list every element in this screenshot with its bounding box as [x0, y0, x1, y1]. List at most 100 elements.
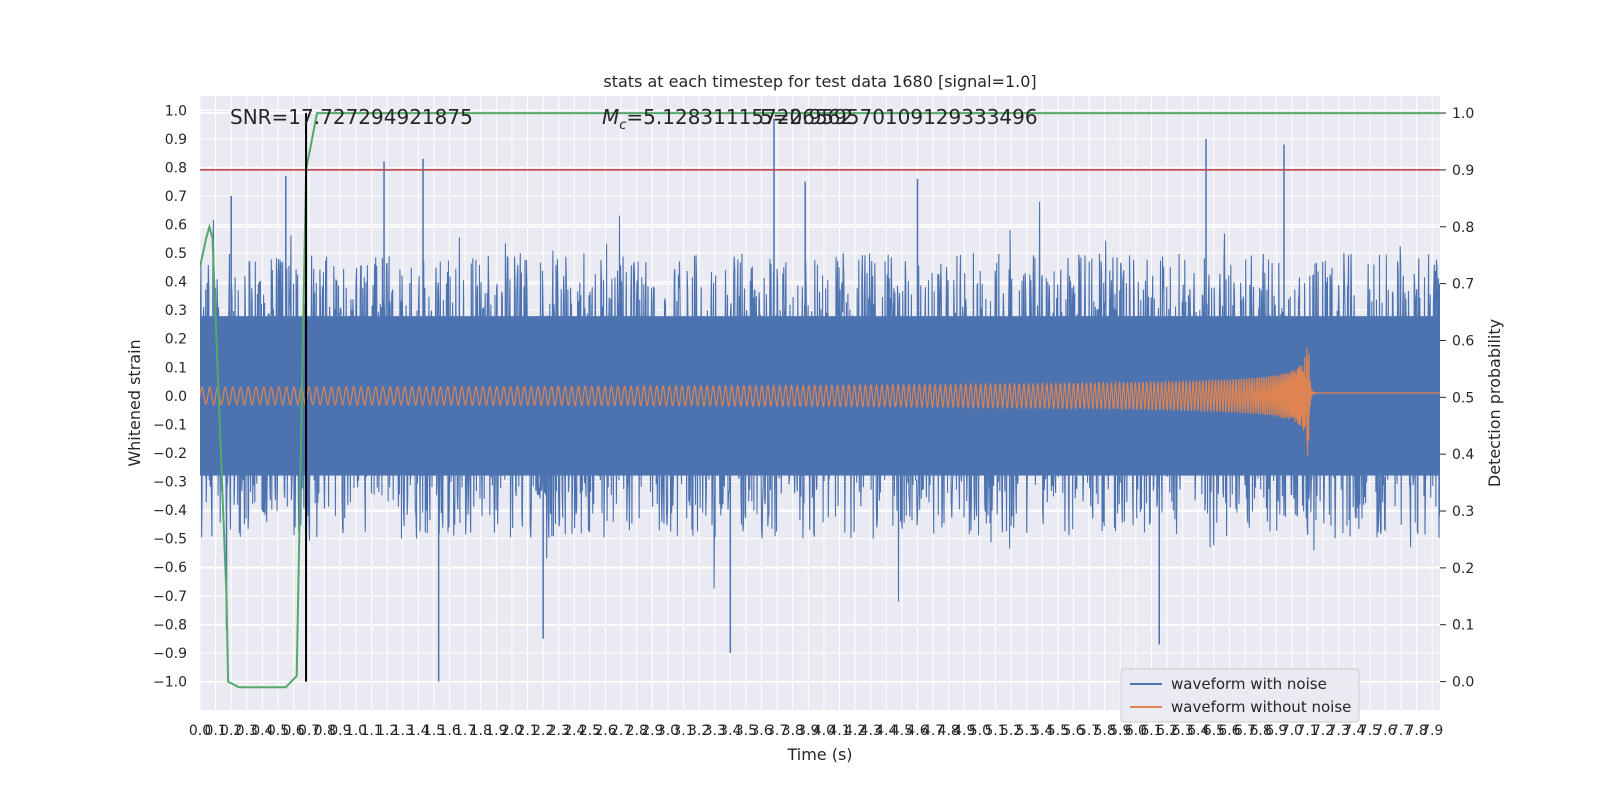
x-tick-label: 3.3	[704, 723, 726, 739]
x-tick-label: 0.0	[189, 723, 211, 739]
x-tick-label: 4.9	[953, 723, 975, 739]
x-tick-label: 1.3	[392, 723, 414, 739]
clean-trace	[200, 347, 1440, 456]
x-tick-label: 3.6	[750, 723, 772, 739]
y2-tick-label: 0.7	[1452, 277, 1474, 293]
x-tick-label: 2.7	[610, 723, 632, 739]
x-tick-label: 5.3	[1016, 723, 1038, 739]
x-axis-label: Time (s)	[786, 745, 852, 764]
x-tick-label: 4.6	[906, 723, 928, 739]
x-tick-label: 6.3	[1172, 723, 1194, 739]
x-tick-label: 5.4	[1031, 723, 1053, 739]
y2-tick-label: 0.9	[1452, 163, 1474, 179]
x-tick-label: 0.1	[204, 723, 226, 739]
x-tick-label: 2.8	[626, 723, 648, 739]
x-tick-label: 1.2	[376, 723, 398, 739]
y2-tick-label: 1.0	[1452, 106, 1474, 122]
x-tick-label: 5.7	[1078, 723, 1100, 739]
x-tick-label: 2.1	[516, 723, 538, 739]
y2-tick-label: 0.1	[1452, 618, 1474, 634]
x-tick-label: 5.6	[1062, 723, 1084, 739]
y2-tick-label: 0.0	[1452, 675, 1474, 691]
x-tick-label: 1.6	[438, 723, 460, 739]
y-tick-label: 0.2	[165, 332, 187, 348]
x-tick-label: 7.9	[1421, 723, 1443, 739]
y-tick-label: −0.6	[153, 560, 187, 576]
annotation-chirp-mass: Mc=5.128311157226562	[602, 105, 853, 133]
x-tick-label: 6.9	[1265, 723, 1287, 739]
y-tick-label: 0.5	[165, 246, 187, 262]
x-tick-label: 1.9	[485, 723, 507, 739]
x-tick-label: 2.5	[579, 723, 601, 739]
x-tick-label: 0.9	[329, 723, 351, 739]
x-tick-label: 0.6	[282, 723, 304, 739]
x-tick-label: 1.7	[454, 723, 476, 739]
y-tick-label: 0.4	[165, 275, 187, 291]
legend-box	[1120, 668, 1360, 723]
x-tick-label: 2.4	[563, 723, 585, 739]
x-tick-label: 3.2	[688, 723, 710, 739]
y-tick-label: −0.3	[153, 475, 187, 491]
y2-tick-label: 0.5	[1452, 390, 1474, 406]
x-tick-label: 3.5	[735, 723, 757, 739]
x-tick-label: 7.7	[1390, 723, 1412, 739]
y-tick-label: −0.4	[153, 503, 187, 519]
y2-tick-label: 0.4	[1452, 447, 1474, 463]
y-tick-label: 0.7	[165, 189, 187, 205]
x-tick-label: 4.2	[844, 723, 866, 739]
x-tick-label: 0.7	[298, 723, 320, 739]
x-tick-label: 0.4	[251, 723, 273, 739]
y2-tick-label: 0.8	[1452, 220, 1474, 236]
x-tick-label: 7.5	[1359, 723, 1381, 739]
x-tick-label: 2.0	[501, 723, 523, 739]
x-tick-label: 0.5	[267, 723, 289, 739]
x-tick-label: 4.1	[828, 723, 850, 739]
y-tick-label: 0.6	[165, 218, 187, 234]
x-tick-label: 0.3	[236, 723, 258, 739]
y-tick-labels: 1.0 0.9 0.8 0.7 0.6 0.5 0.4 0.3 0.2 0.1 0.0 −0.1 −0.…	[153, 103, 187, 690]
x-tick-label: 7.2	[1312, 723, 1334, 739]
x-tick-label: 7.1	[1296, 723, 1318, 739]
y-tick-label: 0.1	[165, 360, 187, 376]
x-tick-label: 7.8	[1405, 723, 1427, 739]
x-tick-label: 5.5	[1047, 723, 1069, 739]
x-tick-label: 1.1	[360, 723, 382, 739]
x-tick-label: 1.0	[345, 723, 367, 739]
x-tick-label: 1.5	[423, 723, 445, 739]
y-tick-label: −0.2	[153, 446, 187, 462]
x-tick-label: 4.8	[938, 723, 960, 739]
x-tick-label: 4.5	[891, 723, 913, 739]
x-tick-label: 6.0	[1125, 723, 1147, 739]
x-tick-label: 1.4	[407, 723, 429, 739]
x-tick-label: 5.9	[1109, 723, 1131, 739]
chart-title: stats at each timestep for test data 168…	[603, 72, 1036, 91]
y-tick-label: 0.3	[165, 303, 187, 319]
y-tick-label: −0.9	[153, 646, 187, 662]
x-tick-label: 5.1	[984, 723, 1006, 739]
x-tick-label: 3.9	[797, 723, 819, 739]
x-tick-label: 1.8	[470, 723, 492, 739]
x-tick-label: 6.5	[1203, 723, 1225, 739]
x-tick-label: 2.6	[594, 723, 616, 739]
x-tick-label: 3.0	[657, 723, 679, 739]
x-tick-labels: 0.00.10.20.30.40.50.60.70.80.91.01.11.21…	[189, 723, 1443, 739]
x-tick-label: 7.3	[1327, 723, 1349, 739]
x-tick-label: 4.0	[813, 723, 835, 739]
x-tick-label: 4.4	[875, 723, 897, 739]
legend-label-clean: waveform without noise	[1171, 698, 1351, 716]
y2-tick-label: 0.3	[1452, 504, 1474, 520]
x-tick-label: 3.8	[782, 723, 804, 739]
y2-tick-label: 0.6	[1452, 333, 1474, 349]
x-tick-label: 0.2	[220, 723, 242, 739]
x-tick-label: 3.4	[719, 723, 741, 739]
legend-label-noise: waveform with noise	[1171, 675, 1327, 693]
y2-tick-label: 0.2	[1452, 561, 1474, 577]
x-tick-label: 2.3	[548, 723, 570, 739]
x-tick-label: 6.7	[1234, 723, 1256, 739]
x-tick-label: 2.2	[532, 723, 554, 739]
x-tick-label: 6.4	[1187, 723, 1209, 739]
x-tick-label: 7.6	[1374, 723, 1396, 739]
x-tick-label: 4.7	[922, 723, 944, 739]
x-tick-label: 3.1	[672, 723, 694, 739]
